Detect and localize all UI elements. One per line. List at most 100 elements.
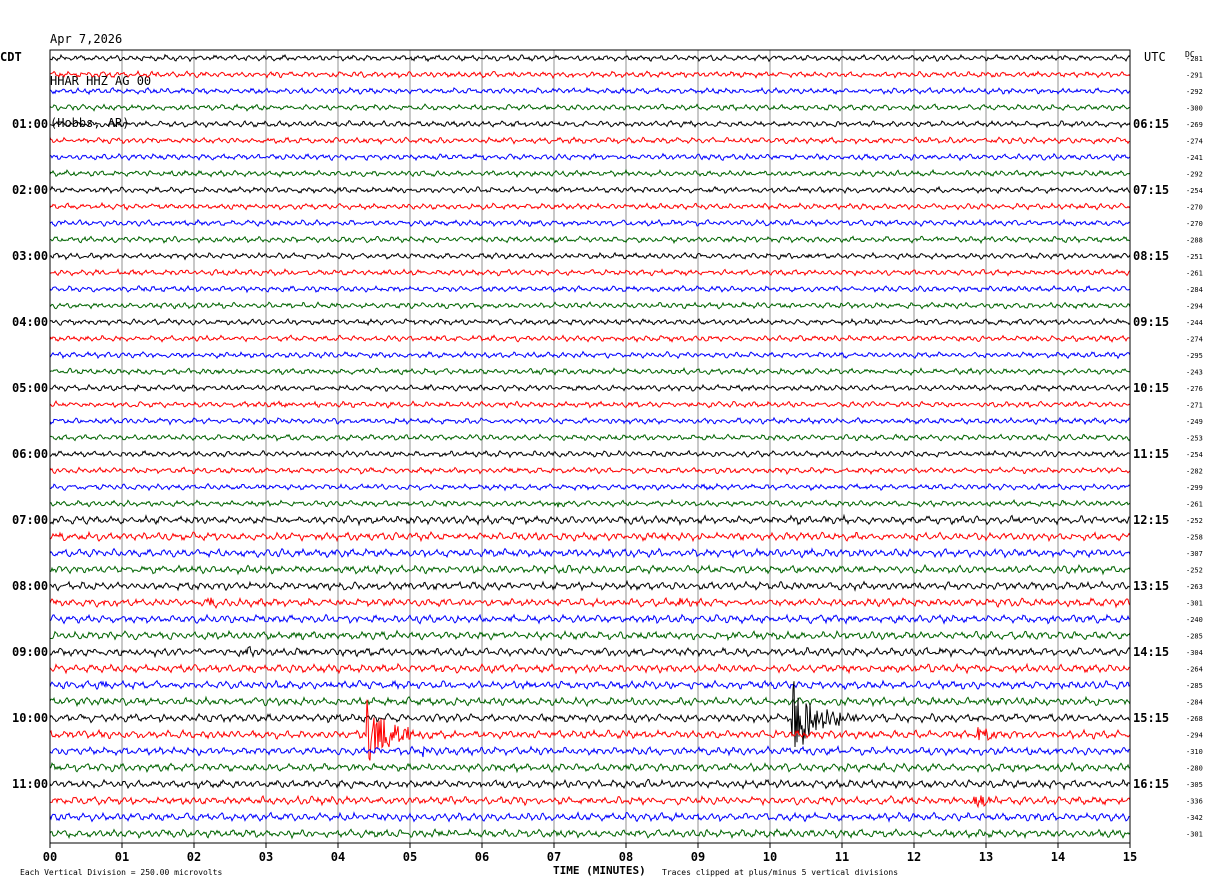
x-axis-title: TIME (MINUTES) <box>553 864 646 877</box>
dc-offset-label: -285 <box>1186 633 1203 641</box>
x-tick-label: 09 <box>691 850 705 864</box>
trace-group <box>49 53 1131 840</box>
x-tick-label: 11 <box>835 850 849 864</box>
dc-offset-label: -243 <box>1186 369 1203 377</box>
dc-offset-header: DC <box>1185 50 1195 59</box>
seismic-trace <box>49 778 1131 791</box>
dc-offset-label: -274 <box>1186 138 1203 146</box>
seismic-trace <box>49 218 1131 228</box>
dc-offset-label: -249 <box>1186 418 1203 426</box>
dc-offset-label: -258 <box>1186 534 1203 542</box>
plot-frame <box>49 49 1131 844</box>
seismic-trace <box>49 466 1131 476</box>
record-date: Apr 7,2026 <box>50 32 123 46</box>
seismic-trace <box>49 744 1131 758</box>
left-hour-label: 08:00 <box>12 579 48 593</box>
right-hour-label: 06:15 <box>1133 117 1169 131</box>
seismic-trace <box>49 53 1131 63</box>
seismic-trace <box>49 597 1131 609</box>
right-hour-label: 10:15 <box>1133 381 1169 395</box>
dc-offset-label: -271 <box>1186 402 1203 410</box>
dc-offset-label: -252 <box>1186 517 1203 525</box>
dc-offset-label: -292 <box>1186 88 1203 96</box>
dc-offset-label: -295 <box>1186 352 1203 360</box>
seismic-trace <box>49 251 1131 261</box>
left-hour-label: 06:00 <box>12 447 48 461</box>
seismic-trace <box>49 482 1131 492</box>
seismic-trace <box>49 350 1131 360</box>
dc-offset-label: -281 <box>1186 55 1203 63</box>
x-tick-label: 04 <box>331 850 345 864</box>
right-hour-label: 07:15 <box>1133 183 1169 197</box>
left-hour-label: 05:00 <box>12 381 48 395</box>
seismic-trace <box>49 383 1131 393</box>
dc-offset-label: -291 <box>1186 72 1203 80</box>
seismic-trace <box>49 498 1131 508</box>
seismic-trace <box>49 168 1131 178</box>
seismic-trace <box>49 563 1131 576</box>
scale-note: Each Vertical Division = 250.00 microvol… <box>20 868 222 877</box>
right-timezone-label: UTC <box>1144 50 1166 64</box>
right-hour-label: 12:15 <box>1133 513 1169 527</box>
left-hour-label: 04:00 <box>12 315 48 329</box>
right-hour-label: 16:15 <box>1133 777 1169 791</box>
seismic-trace <box>49 235 1131 245</box>
x-tick-label: 00 <box>43 850 57 864</box>
left-hour-label: 09:00 <box>12 645 48 659</box>
seismic-trace <box>49 284 1131 294</box>
left-hour-label: 07:00 <box>12 513 48 527</box>
dc-offset-label: -263 <box>1186 583 1203 591</box>
dc-offset-label: -305 <box>1186 781 1203 789</box>
seismic-trace <box>49 513 1131 527</box>
dc-offset-label: -280 <box>1186 765 1203 773</box>
minute-gridlines <box>121 50 1059 843</box>
dc-offset-label: -294 <box>1186 732 1203 740</box>
dc-offset-label: -261 <box>1186 270 1203 278</box>
seismic-trace <box>49 530 1131 543</box>
dc-offset-label: -292 <box>1186 171 1203 179</box>
seismic-trace <box>49 201 1131 211</box>
seismic-trace <box>49 70 1131 80</box>
right-hour-label: 11:15 <box>1133 447 1169 461</box>
dc-offset-label: -304 <box>1186 649 1203 657</box>
dc-offset-label: -240 <box>1186 616 1203 624</box>
seismic-trace <box>49 119 1131 129</box>
x-tick-label: 12 <box>907 850 921 864</box>
right-hour-label: 14:15 <box>1133 645 1169 659</box>
left-hour-label: 01:00 <box>12 117 48 131</box>
seismic-trace <box>49 811 1131 823</box>
seismic-trace <box>49 679 1131 691</box>
dc-offset-label: -251 <box>1186 253 1203 261</box>
dc-offset-label: -270 <box>1186 204 1203 212</box>
seismic-trace <box>49 761 1131 774</box>
seismic-trace <box>49 579 1131 592</box>
seismic-trace <box>49 645 1131 659</box>
dc-offset-label: -244 <box>1186 319 1203 327</box>
seismic-trace <box>49 334 1131 343</box>
seismic-trace <box>49 695 1131 708</box>
dc-offset-label: -299 <box>1186 484 1203 492</box>
left-timezone-label: CDT <box>0 50 22 64</box>
seismic-trace <box>49 86 1131 96</box>
seismic-trace <box>49 662 1131 675</box>
x-tick-label: 07 <box>547 850 561 864</box>
right-hour-label: 08:15 <box>1133 249 1169 263</box>
seismic-trace <box>49 681 1131 748</box>
seismic-trace <box>49 103 1131 112</box>
right-hour-label: 09:15 <box>1133 315 1169 329</box>
axis-labels: 01:00 02:00 03:00 04:00 05:00 06:00 07:00 08:00… <box>12 55 1203 864</box>
dc-offset-label: -294 <box>1186 303 1203 311</box>
seismic-trace <box>49 268 1131 277</box>
dc-offset-label: -300 <box>1186 105 1203 113</box>
x-tick-label: 03 <box>259 850 273 864</box>
seismic-trace <box>49 794 1131 809</box>
left-hour-label: 03:00 <box>12 249 48 263</box>
dc-offset-label: -269 <box>1186 121 1203 129</box>
seismic-trace <box>49 400 1131 409</box>
dc-offset-label: -284 <box>1186 699 1203 707</box>
dc-offset-label: -310 <box>1186 748 1203 756</box>
dc-offset-label: -284 <box>1186 286 1203 294</box>
left-hour-label: 02:00 <box>12 183 48 197</box>
seismic-trace <box>49 629 1131 642</box>
